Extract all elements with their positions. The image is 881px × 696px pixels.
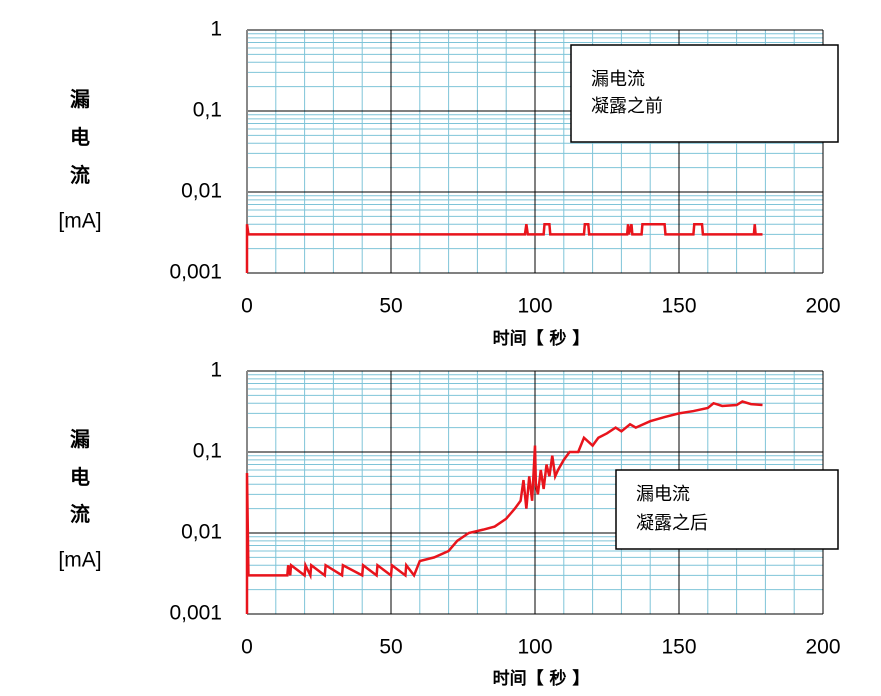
- x-tick-label: 150: [661, 636, 696, 659]
- y-tick-label: 1: [210, 18, 222, 41]
- annotation-box: [570, 44, 839, 143]
- annotation-text: 凝露之后: [636, 513, 708, 534]
- y-tick-label: 0,001: [169, 261, 222, 284]
- y-tick-label: 0,01: [181, 521, 222, 544]
- x-tick-label: 100: [517, 636, 552, 659]
- y-tick-label: 1: [210, 359, 222, 382]
- y-axis-label: 漏电流: [70, 87, 90, 187]
- y-axis-label: 漏电流: [70, 427, 90, 526]
- y-tick-label: 0,01: [181, 180, 222, 203]
- x-tick-label: 100: [517, 295, 552, 318]
- x-axis-label: 时间【 秒 】: [493, 328, 590, 349]
- x-tick-label: 150: [661, 295, 696, 318]
- y-tick-label: 0,1: [193, 99, 222, 122]
- x-tick-label: 0: [241, 636, 253, 659]
- annotation-box: [615, 469, 839, 550]
- annotation-text: 凝露之前: [591, 96, 663, 117]
- y-axis-unit: [mA]: [58, 210, 101, 233]
- x-tick-label: 200: [805, 636, 840, 659]
- x-axis-label: 时间【 秒 】: [493, 668, 590, 689]
- chart: 0 50 100 150 200 0,001 0,01 0,1 1 时间【 秒 】 漏电流 [mA] 漏…: [58, 18, 840, 349]
- chart: 0 50 100 150 200 0,001 0,01 0,1 1 时间【 秒 】 漏电流 [mA] 漏…: [58, 359, 840, 689]
- y-tick-label: 0,001: [169, 602, 222, 625]
- x-tick-label: 50: [379, 295, 402, 318]
- y-axis-unit: [mA]: [58, 549, 101, 572]
- x-tick-label: 0: [241, 295, 253, 318]
- annotation-text: 漏电流: [636, 484, 690, 505]
- x-tick-label: 50: [379, 636, 402, 659]
- data-line: [245, 222, 763, 273]
- y-tick-label: 0,1: [193, 440, 222, 463]
- annotation-text: 漏电流: [591, 69, 645, 90]
- data-line: [245, 400, 763, 614]
- x-tick-label: 200: [805, 295, 840, 318]
